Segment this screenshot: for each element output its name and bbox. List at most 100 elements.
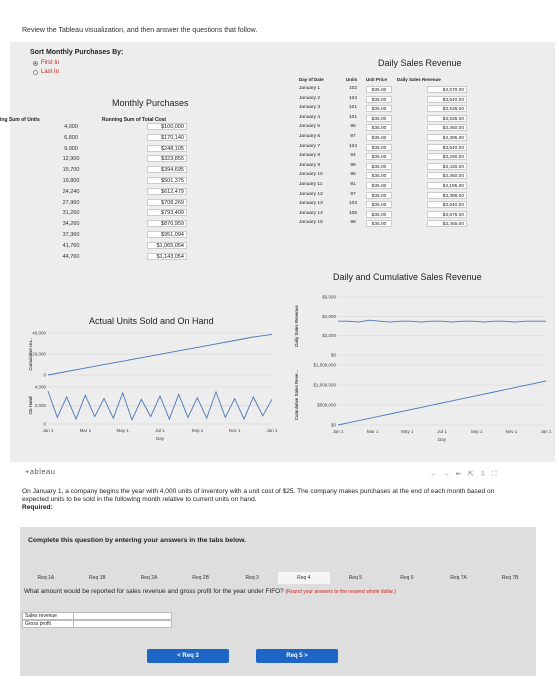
- units-cell: 15,700: [62, 167, 80, 174]
- price-cell: $35.00: [366, 95, 392, 103]
- question-note: (Round your answers to the nearest whole…: [285, 589, 396, 595]
- cost-cell: $793,409: [147, 209, 187, 217]
- price-cell: $35.00: [366, 191, 392, 199]
- date-cell: January 13: [299, 201, 323, 207]
- series-line: [337, 380, 547, 426]
- x-tick-label: Jul 1: [437, 429, 447, 434]
- next-req-button[interactable]: Req 5 >: [256, 649, 338, 663]
- answer-row-gross: Gross profit: [22, 620, 172, 628]
- cost-cell: $951,094: [147, 231, 187, 238]
- tab-req-5[interactable]: Req 5: [348, 575, 363, 581]
- share-icon[interactable]: ⇱: [467, 471, 480, 478]
- price-cell: $35.00: [366, 172, 392, 180]
- daily-cumulative-chart-title: Daily and Cumulative Sales Revenue: [333, 272, 482, 282]
- cost-cell: $501,375: [147, 177, 187, 184]
- daily-cumulative-chart: Daily Sales Revenue $6,000 $4,000 $2,000 $0 C…: [294, 295, 552, 443]
- sort-title: Sort Monthly Purchases By:: [30, 49, 124, 56]
- revenue-cell: $3,640.00: [427, 201, 467, 209]
- tab-req-6[interactable]: Req 6: [400, 575, 414, 581]
- y-axis-label: On Hand: [28, 396, 33, 415]
- units-cell: 44,760: [62, 253, 80, 260]
- redo-icon[interactable]: →: [443, 471, 456, 478]
- revenue-cell: $3,360.00: [427, 172, 467, 180]
- y-tick-label: $2,000: [322, 333, 336, 338]
- price-cell: $35.00: [366, 153, 392, 161]
- date-cell: January 10: [299, 172, 323, 178]
- cost-cell: $170,140: [147, 133, 187, 141]
- units-cell: 6,800: [64, 134, 78, 141]
- date-cell: January 2: [299, 95, 321, 101]
- y-tick-label: 40,000: [32, 331, 46, 336]
- price-cell: $35.00: [366, 143, 392, 151]
- revert-icon[interactable]: ⇤: [456, 471, 468, 478]
- y-axis-label: Cumulative Sales Reve...: [294, 370, 299, 421]
- answer-row-sales: Sales revenue: [22, 612, 172, 620]
- cost-column-header: Running Sum of Total Cost: [102, 117, 167, 123]
- date-header: Day of Date: [299, 77, 324, 82]
- instructions-panel: [20, 527, 536, 573]
- fullscreen-icon[interactable]: ⛶: [491, 471, 503, 478]
- radio-label: Last In: [41, 69, 60, 75]
- date-cell: January 8: [299, 153, 321, 159]
- y-axis-label: Daily Sales Revenue: [294, 305, 299, 347]
- prev-req-button[interactable]: < Req 3: [147, 649, 229, 663]
- sales-revenue-label: Sales revenue: [22, 612, 74, 620]
- x-tick-label: Jan 1: [332, 429, 344, 434]
- gross-profit-input[interactable]: [74, 620, 172, 628]
- revenue-cell: $3,360.00: [427, 124, 467, 132]
- price-cell: $35.00: [366, 182, 392, 189]
- units-header: Units: [346, 77, 358, 82]
- undo-icon[interactable]: ←: [430, 471, 443, 478]
- sales-revenue-input[interactable]: [74, 612, 172, 620]
- price-cell: $35.00: [366, 134, 392, 141]
- y-tick-label: $0: [331, 423, 337, 428]
- y-tick-label: 4,000: [35, 385, 47, 390]
- tab-req-4[interactable]: Req 4: [277, 572, 330, 584]
- revenue-cell: $3,640.00: [427, 143, 467, 151]
- series-line: [47, 333, 273, 376]
- x-axis-label: Day: [438, 437, 447, 442]
- cost-cell: $394,695: [147, 166, 187, 174]
- question-text: What amount would be reported for sales …: [24, 588, 284, 595]
- units-cell: 91: [350, 182, 356, 187]
- units-cell: 101: [348, 105, 357, 111]
- units-cell: 105: [348, 210, 357, 216]
- revenue-cell: $3,570.00: [427, 86, 467, 93]
- x-tick-label: Jan 1: [266, 428, 278, 433]
- radio-first-in[interactable]: First In: [33, 60, 59, 66]
- units-cell: 27,960: [62, 199, 80, 206]
- y-axis-label: Cumulative Un...: [28, 337, 33, 370]
- tab-req-2a[interactable]: Req 2A: [140, 575, 158, 581]
- tab-req-2b[interactable]: Req 2B: [192, 575, 209, 581]
- price-cell: $35.00: [366, 114, 392, 122]
- date-cell: January 12: [299, 191, 323, 197]
- x-tick-label: May 1: [401, 429, 414, 434]
- cost-cell: $100,000: [147, 123, 187, 130]
- price-cell: $35.00: [366, 105, 392, 113]
- tab-req-1a[interactable]: Req 1A: [37, 575, 55, 581]
- revenue-cell: $3,395.00: [427, 191, 467, 199]
- monthly-purchases-title: Monthly Purchases: [112, 98, 189, 108]
- x-tick-label: Sep 1: [191, 428, 203, 433]
- x-tick-label: Jan 1: [540, 429, 552, 434]
- y-tick-label: $0: [331, 353, 337, 358]
- price-cell: $35.00: [366, 210, 392, 218]
- tab-req-3[interactable]: Req 3: [245, 575, 259, 581]
- tab-req-7a[interactable]: Req 7A: [450, 575, 467, 581]
- series-line: [338, 319, 546, 323]
- x-tick-label: Mar 1: [80, 428, 92, 433]
- answer-table: Sales revenue Gross profit: [22, 612, 172, 628]
- price-header: Unit Price: [366, 77, 388, 82]
- series-line: [47, 390, 273, 422]
- tab-req-1b[interactable]: Req 1B: [89, 575, 106, 581]
- date-cell: January 7: [299, 143, 321, 149]
- units-cell: 104: [348, 95, 357, 101]
- tab-req-7b[interactable]: Req 7B: [501, 575, 519, 581]
- radio-last-in[interactable]: Last In: [33, 69, 59, 75]
- units-cell: 9,900: [64, 145, 78, 152]
- date-cell: January 1: [299, 86, 321, 91]
- date-cell: January 6: [299, 134, 321, 139]
- revenue-cell: $3,185.00: [427, 182, 467, 189]
- download-icon[interactable]: ⇩: [479, 471, 492, 478]
- revenue-cell: $3,395.00: [427, 134, 467, 141]
